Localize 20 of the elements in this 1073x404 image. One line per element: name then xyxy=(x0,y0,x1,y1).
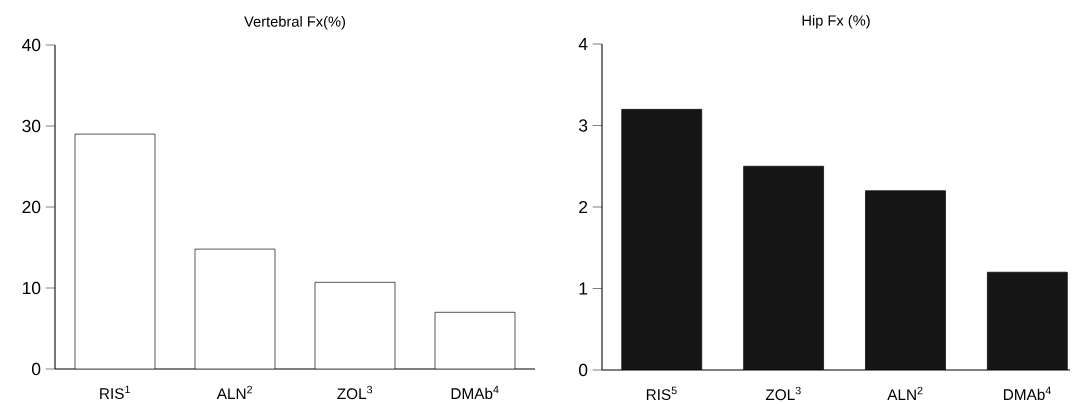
y-tick-label: 1 xyxy=(579,282,588,295)
y-tick-label: 0 xyxy=(31,362,41,376)
y-tick-label: 40 xyxy=(22,38,41,52)
y-tick-label: 2 xyxy=(579,200,588,214)
x-tick-label: ALN$^{2}$ xyxy=(887,386,923,401)
chart-title: Vertebral Fx(%) xyxy=(244,15,346,30)
y-tick-label: 10 xyxy=(23,281,41,295)
y-tick-label: 20 xyxy=(22,200,41,214)
y-tick-label: 4 xyxy=(578,38,588,50)
x-tick-label: DMAb$^{4}$ xyxy=(1003,386,1051,401)
x-tick-label: RIS$^{5}$ xyxy=(646,386,677,401)
y-tick-label: 30 xyxy=(22,119,41,133)
x-tick-label: DMAb$^{4}$ xyxy=(451,385,499,400)
x-tick-label: RIS$^{1}$ xyxy=(100,385,130,400)
x-tick-label: ALN$^{2}$ xyxy=(216,385,253,400)
y-tick-label: 0 xyxy=(578,363,588,377)
x-tick-label: ZOL$^{3}$ xyxy=(337,385,373,400)
x-tick-label: ZOL$^{3}$ xyxy=(765,386,801,401)
chart-title: Hip Fx (%) xyxy=(802,14,870,29)
y-tick-label: 3 xyxy=(578,119,588,132)
